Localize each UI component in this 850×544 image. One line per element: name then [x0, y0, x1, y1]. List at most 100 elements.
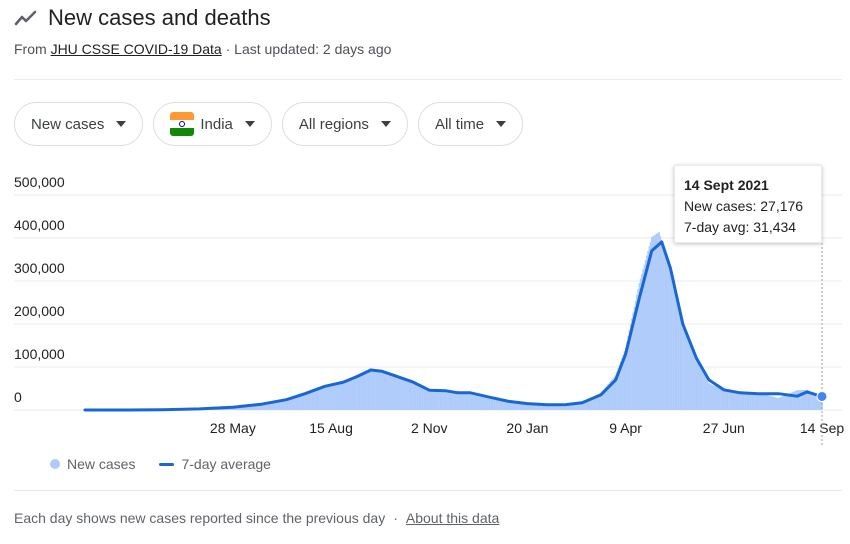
new-cases-bar	[391, 375, 393, 410]
cases-chart[interactable]: 0 100,000 200,000 300,000 400,000 500,000 28 M…	[0, 150, 850, 450]
new-cases-bar	[452, 391, 454, 410]
new-cases-bar	[308, 391, 310, 410]
new-cases-bar	[555, 404, 557, 410]
metric-select[interactable]: New cases	[14, 102, 144, 146]
new-cases-bar	[416, 385, 418, 410]
new-cases-bar	[720, 389, 723, 410]
new-cases-bar	[523, 403, 525, 410]
new-cases-bar	[761, 394, 764, 410]
new-cases-bar	[797, 390, 800, 410]
tooltip-date: 14 Sept 2021	[684, 177, 769, 193]
new-cases-bar	[496, 400, 499, 410]
new-cases-bar	[264, 403, 266, 410]
new-cases-bar	[480, 397, 483, 410]
new-cases-bar	[747, 392, 750, 410]
new-cases-bar	[741, 392, 744, 410]
region-select[interactable]: All regions	[281, 102, 408, 146]
new-cases-bar	[613, 376, 616, 410]
country-select[interactable]: India	[153, 102, 272, 146]
new-cases-bar	[472, 395, 474, 410]
new-cases-bar	[362, 371, 365, 410]
new-cases-bar	[795, 390, 797, 410]
new-cases-bar	[658, 231, 660, 410]
new-cases-bar	[314, 389, 316, 410]
new-cases-bar	[291, 396, 294, 410]
new-cases-bar	[690, 348, 693, 410]
new-cases-bar	[423, 388, 425, 410]
new-cases-bar	[361, 372, 363, 410]
new-cases-bar	[641, 273, 643, 410]
new-cases-bar	[498, 400, 500, 410]
new-cases-bar	[347, 378, 350, 410]
new-cases-bar	[493, 399, 495, 410]
legend-average-swatch	[159, 462, 175, 466]
new-cases-bar	[327, 384, 330, 410]
new-cases-bar	[516, 403, 519, 410]
new-cases-bar	[293, 396, 295, 410]
new-cases-bar	[591, 397, 593, 410]
new-cases-bar	[559, 404, 561, 410]
new-cases-bar	[474, 395, 476, 410]
new-cases-bar	[286, 398, 289, 410]
new-cases-bar	[340, 381, 342, 410]
new-cases-bar	[290, 397, 293, 410]
new-cases-bar	[300, 394, 302, 410]
new-cases-bar	[677, 303, 679, 410]
source-line: From JHU CSSE COVID-19 Data · Last updat…	[14, 41, 842, 57]
new-cases-bar	[255, 404, 258, 410]
page-title: New cases and deaths	[48, 5, 271, 30]
new-cases-bar	[767, 395, 770, 410]
new-cases-bar	[751, 392, 754, 410]
time-range-select-label: All time	[434, 115, 485, 133]
new-cases-bar	[637, 289, 639, 410]
new-cases-bar	[259, 403, 261, 410]
new-cases-bar	[642, 269, 644, 410]
new-cases-bar	[342, 380, 345, 410]
new-cases-bar	[775, 397, 777, 410]
new-cases-bar	[705, 378, 708, 410]
new-cases-bar	[332, 383, 335, 410]
new-cases-bar	[622, 354, 624, 410]
time-range-select[interactable]: All time	[417, 102, 524, 146]
new-cases-bar	[413, 383, 416, 410]
new-cases-bar	[693, 354, 695, 410]
new-cases-bar	[422, 387, 424, 410]
new-cases-bar	[525, 403, 527, 410]
new-cases-bar	[779, 397, 781, 410]
new-cases-bar	[606, 385, 608, 410]
new-cases-bar	[698, 365, 700, 410]
new-cases-bar	[257, 404, 259, 410]
new-cases-bar	[695, 360, 698, 410]
new-cases-bar	[383, 373, 386, 410]
new-cases-bar	[470, 394, 473, 410]
new-cases-bar	[534, 404, 536, 410]
new-cases-bar	[263, 403, 265, 410]
new-cases-bar	[329, 384, 331, 410]
new-cases-bar	[360, 372, 362, 410]
new-cases-bar	[738, 392, 740, 410]
new-cases-bar	[460, 392, 463, 410]
new-cases-bar	[576, 402, 578, 410]
new-cases-bar	[488, 398, 490, 410]
new-cases-bar	[554, 404, 556, 410]
new-cases-bar	[810, 391, 812, 410]
new-cases-bar	[723, 390, 725, 410]
new-cases-bar	[505, 401, 508, 410]
new-cases-bar	[764, 394, 766, 410]
new-cases-bar	[577, 402, 580, 410]
new-cases-bar	[380, 371, 382, 410]
new-cases-bar	[298, 394, 300, 410]
new-cases-bar	[648, 246, 650, 410]
new-cases-bar	[484, 397, 486, 410]
new-cases-bar	[787, 393, 790, 410]
new-cases-bar	[501, 401, 504, 410]
new-cases-bar	[317, 387, 320, 410]
about-data-link[interactable]: About this data	[405, 510, 500, 526]
new-cases-bar	[674, 292, 677, 410]
new-cases-bar	[395, 376, 397, 410]
new-cases-bar	[552, 404, 555, 410]
new-cases-bar	[370, 368, 372, 410]
new-cases-bar	[418, 386, 421, 410]
new-cases-bar	[689, 344, 691, 410]
source-link[interactable]: JHU CSSE COVID-19 Data	[50, 41, 222, 57]
